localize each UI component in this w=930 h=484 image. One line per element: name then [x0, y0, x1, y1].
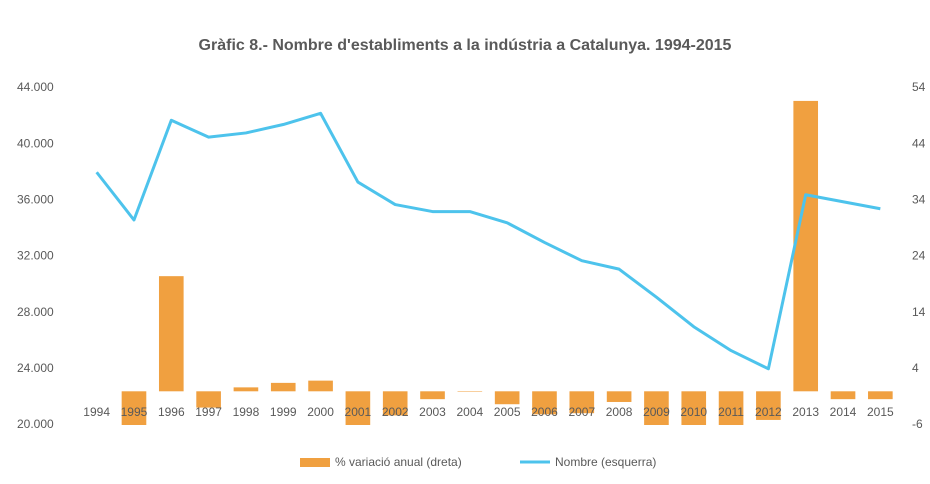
x-tick-label: 2006 — [531, 405, 558, 419]
line — [95, 111, 881, 371]
y-tick-label: 28.000 — [17, 305, 54, 319]
bar — [494, 391, 520, 405]
x-tick-label: 2014 — [830, 405, 857, 419]
bar — [457, 391, 483, 392]
y2-tick-label: 14 — [912, 305, 926, 319]
x-tick-label: 2001 — [345, 405, 372, 419]
x-tick-label: 1998 — [233, 405, 260, 419]
y-tick-label: 32.000 — [17, 249, 54, 263]
y-tick-label: 36.000 — [17, 193, 54, 207]
chart-title: Gràfic 8.- Nombre d'establiments a la in… — [199, 37, 732, 54]
x-tick-label: 1999 — [270, 405, 297, 419]
y2-tick-label: 34 — [912, 193, 926, 207]
x-tick-label: 2005 — [494, 405, 521, 419]
x-tick-label: 2003 — [419, 405, 446, 419]
x-tick-label: 2000 — [307, 405, 334, 419]
bar — [270, 382, 296, 392]
bar — [345, 391, 371, 425]
bar — [793, 100, 819, 392]
y2-tick-label: 24 — [912, 249, 926, 263]
x-tick-label: 2015 — [867, 405, 894, 419]
y-tick-label: 24.000 — [17, 361, 54, 375]
x-tick-label: 1995 — [121, 405, 148, 419]
bar — [420, 391, 445, 400]
bar — [532, 391, 557, 415]
bar — [308, 380, 333, 392]
legend-label: Nombre (esquerra) — [555, 455, 656, 469]
bar — [830, 391, 856, 400]
x-tick-label: 1996 — [158, 405, 185, 419]
y2-tick-label: -6 — [912, 417, 923, 431]
legend-swatch — [300, 458, 330, 467]
bar — [718, 391, 744, 425]
y-tick-label: 44.000 — [17, 80, 54, 94]
y-tick-label: 40.000 — [17, 136, 54, 150]
bar — [606, 391, 632, 402]
x-tick-label: 2002 — [382, 405, 409, 419]
y2-tick-label: 4 — [912, 361, 919, 375]
x-tick-label: 2008 — [606, 405, 633, 419]
x-tick-label: 2009 — [643, 405, 670, 419]
bar — [644, 391, 669, 425]
y-tick-label: 20.000 — [17, 417, 54, 431]
x-tick-label: 2004 — [456, 405, 483, 419]
x-tick-label: 2010 — [680, 405, 707, 419]
bar — [158, 276, 184, 392]
bar — [196, 391, 221, 408]
y2-tick-label: 54 — [912, 80, 926, 94]
bar — [868, 391, 893, 400]
x-tick-label: 1994 — [83, 405, 110, 419]
bar-group — [121, 100, 893, 425]
bar — [121, 391, 147, 425]
bar — [681, 391, 707, 425]
x-tick-label: 2012 — [755, 405, 782, 419]
bar — [233, 387, 259, 392]
x-tick-label: 2007 — [568, 405, 595, 419]
legend-label: % variació anual (dreta) — [335, 455, 462, 469]
bar — [569, 391, 595, 414]
x-tick-label: 1997 — [195, 405, 222, 419]
y2-tick-label: 44 — [912, 136, 926, 150]
x-tick-label: 2013 — [792, 405, 819, 419]
bar — [382, 391, 408, 416]
bar — [756, 391, 781, 420]
x-tick-label: 2011 — [718, 405, 744, 419]
